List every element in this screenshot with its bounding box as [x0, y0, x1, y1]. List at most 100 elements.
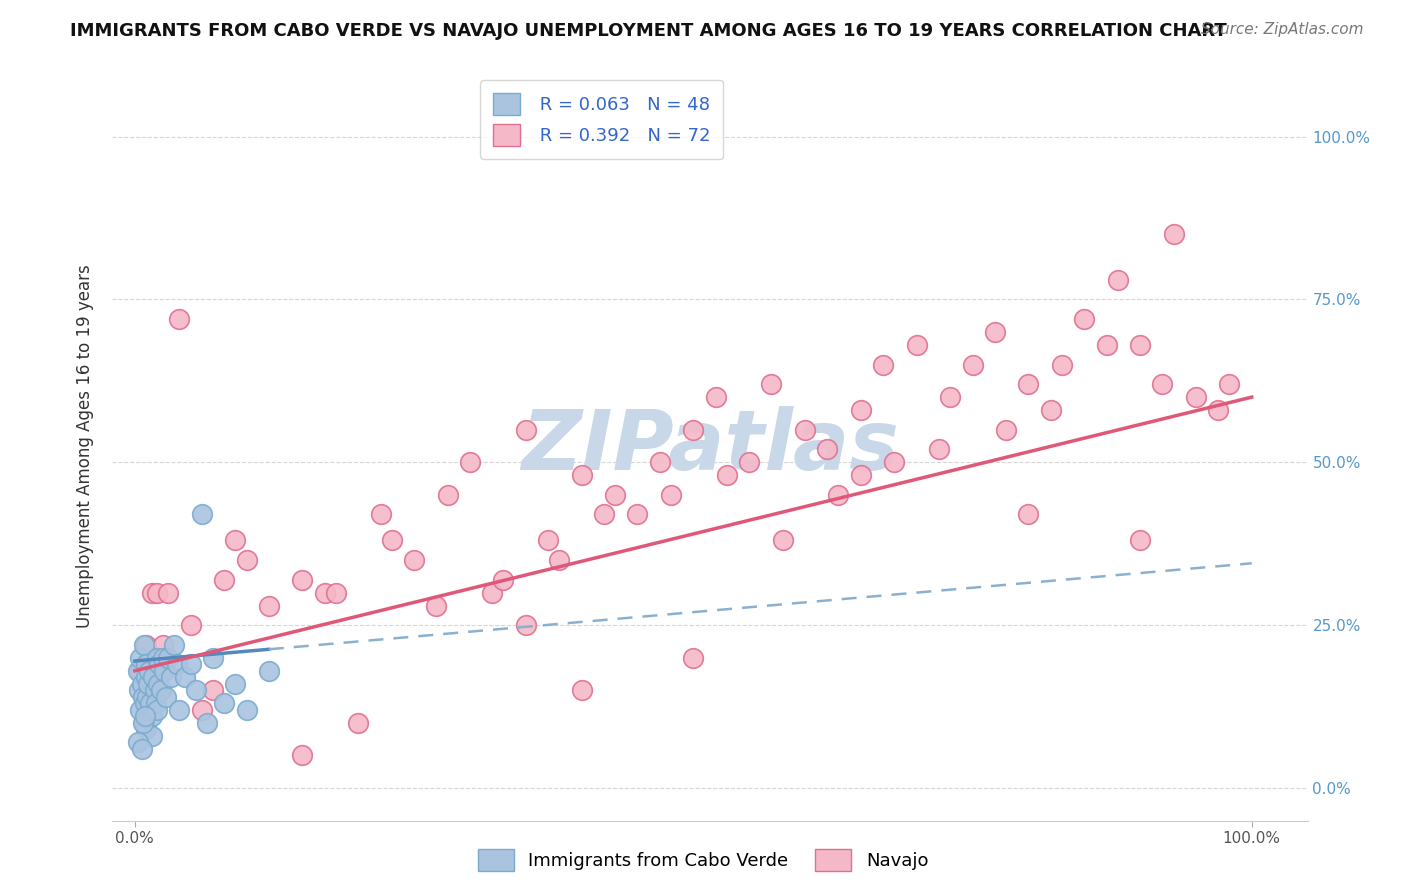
Point [148, 677, 170, 691]
Point [129, 703, 152, 717]
Point [436, 488, 458, 502]
Point [142, 670, 165, 684]
Point [127, 664, 149, 678]
Point [425, 599, 447, 613]
Point [135, 670, 157, 684]
Point [141, 585, 163, 599]
Point [291, 748, 314, 763]
Point [659, 488, 682, 502]
Point [146, 703, 169, 717]
Point [138, 664, 160, 678]
Point [883, 455, 905, 469]
Point [772, 533, 794, 548]
Point [186, 683, 208, 698]
Point [370, 508, 392, 522]
Point [157, 585, 180, 599]
Point [761, 377, 783, 392]
Legend: Immigrants from Cabo Verde, Navajo: Immigrants from Cabo Verde, Navajo [471, 842, 935, 879]
Point [716, 468, 738, 483]
Text: ZIPatlas: ZIPatlas [522, 406, 898, 486]
Point [224, 677, 246, 691]
Point [682, 650, 704, 665]
Point [648, 455, 671, 469]
Point [174, 670, 197, 684]
Point [152, 650, 174, 665]
Point [1206, 403, 1229, 417]
Point [257, 664, 280, 678]
Point [1073, 312, 1095, 326]
Point [212, 573, 235, 587]
Point [593, 508, 616, 522]
Point [148, 657, 170, 672]
Legend:  R = 0.063   N = 48,  R = 0.392   N = 72: R = 0.063 N = 48, R = 0.392 N = 72 [479, 80, 723, 159]
Y-axis label: Unemployment Among Ages 16 to 19 years: Unemployment Among Ages 16 to 19 years [76, 264, 94, 628]
Point [155, 690, 177, 704]
Point [166, 657, 188, 672]
Point [139, 697, 162, 711]
Point [1107, 273, 1129, 287]
Point [794, 423, 817, 437]
Point [191, 703, 214, 717]
Point [314, 585, 336, 599]
Point [603, 488, 626, 502]
Point [224, 533, 246, 548]
Point [571, 683, 593, 698]
Point [1152, 377, 1174, 392]
Point [201, 650, 224, 665]
Point [548, 553, 571, 567]
Point [135, 723, 157, 737]
Point [146, 585, 169, 599]
Point [492, 573, 515, 587]
Point [849, 468, 872, 483]
Point [537, 533, 560, 548]
Point [136, 677, 159, 691]
Point [163, 638, 186, 652]
Point [962, 358, 984, 372]
Point [159, 670, 181, 684]
Point [849, 403, 872, 417]
Point [129, 650, 152, 665]
Point [515, 423, 537, 437]
Point [571, 468, 593, 483]
Point [872, 358, 894, 372]
Point [325, 585, 347, 599]
Point [180, 618, 202, 632]
Point [347, 715, 370, 730]
Point [149, 683, 172, 698]
Point [152, 638, 174, 652]
Point [402, 553, 425, 567]
Text: IMMIGRANTS FROM CABO VERDE VS NAVAJO UNEMPLOYMENT AMONG AGES 16 TO 19 YEARS CORR: IMMIGRANTS FROM CABO VERDE VS NAVAJO UNE… [70, 22, 1227, 40]
Point [381, 533, 404, 548]
Point [1050, 358, 1073, 372]
Point [995, 423, 1018, 437]
Point [129, 664, 152, 678]
Point [815, 442, 838, 457]
Point [169, 312, 191, 326]
Point [134, 709, 156, 723]
Point [169, 703, 191, 717]
Point [257, 599, 280, 613]
Point [682, 423, 704, 437]
Point [141, 709, 163, 723]
Point [984, 325, 1007, 339]
Point [136, 690, 159, 704]
Point [235, 553, 257, 567]
Point [191, 508, 214, 522]
Point [180, 657, 202, 672]
Point [135, 638, 157, 652]
Point [134, 697, 156, 711]
Point [132, 715, 155, 730]
Point [131, 742, 153, 756]
Point [939, 390, 962, 404]
Point [515, 618, 537, 632]
Point [1129, 338, 1152, 352]
Point [1129, 533, 1152, 548]
Point [201, 683, 224, 698]
Point [291, 573, 314, 587]
Point [626, 508, 648, 522]
Point [127, 735, 149, 749]
Text: Source: ZipAtlas.com: Source: ZipAtlas.com [1201, 22, 1364, 37]
Point [143, 683, 166, 698]
Point [146, 650, 169, 665]
Point [145, 697, 167, 711]
